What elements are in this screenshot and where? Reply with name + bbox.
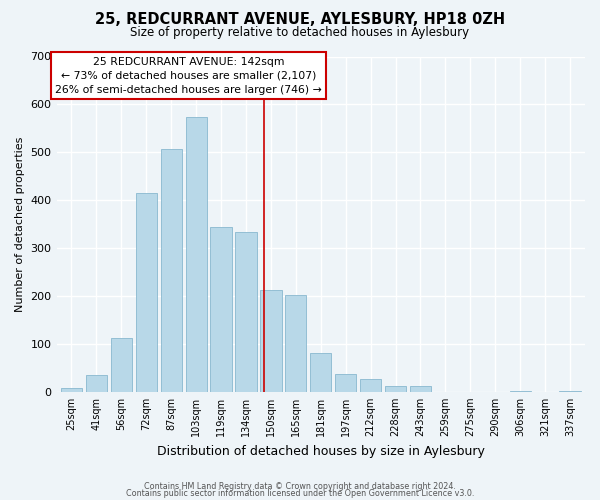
Bar bbox=[111, 338, 132, 392]
Bar bbox=[161, 149, 182, 392]
Bar bbox=[360, 380, 381, 392]
Bar bbox=[410, 386, 431, 392]
Bar bbox=[235, 232, 257, 392]
Text: Contains HM Land Registry data © Crown copyright and database right 2024.: Contains HM Land Registry data © Crown c… bbox=[144, 482, 456, 491]
Bar bbox=[86, 375, 107, 392]
Bar bbox=[509, 391, 531, 392]
Text: 25, REDCURRANT AVENUE, AYLESBURY, HP18 0ZH: 25, REDCURRANT AVENUE, AYLESBURY, HP18 0… bbox=[95, 12, 505, 28]
Text: Size of property relative to detached houses in Aylesbury: Size of property relative to detached ho… bbox=[130, 26, 470, 39]
Bar bbox=[260, 290, 281, 392]
Bar bbox=[285, 294, 307, 392]
Text: Contains public sector information licensed under the Open Government Licence v3: Contains public sector information licen… bbox=[126, 490, 474, 498]
Bar bbox=[335, 374, 356, 392]
Bar bbox=[136, 193, 157, 392]
Bar bbox=[61, 388, 82, 392]
Bar bbox=[559, 391, 581, 392]
Text: 25 REDCURRANT AVENUE: 142sqm
← 73% of detached houses are smaller (2,107)
26% of: 25 REDCURRANT AVENUE: 142sqm ← 73% of de… bbox=[55, 56, 322, 94]
Y-axis label: Number of detached properties: Number of detached properties bbox=[15, 136, 25, 312]
Bar bbox=[185, 118, 207, 392]
Bar bbox=[310, 352, 331, 392]
Bar bbox=[385, 386, 406, 392]
X-axis label: Distribution of detached houses by size in Aylesbury: Distribution of detached houses by size … bbox=[157, 444, 485, 458]
Bar bbox=[211, 226, 232, 392]
